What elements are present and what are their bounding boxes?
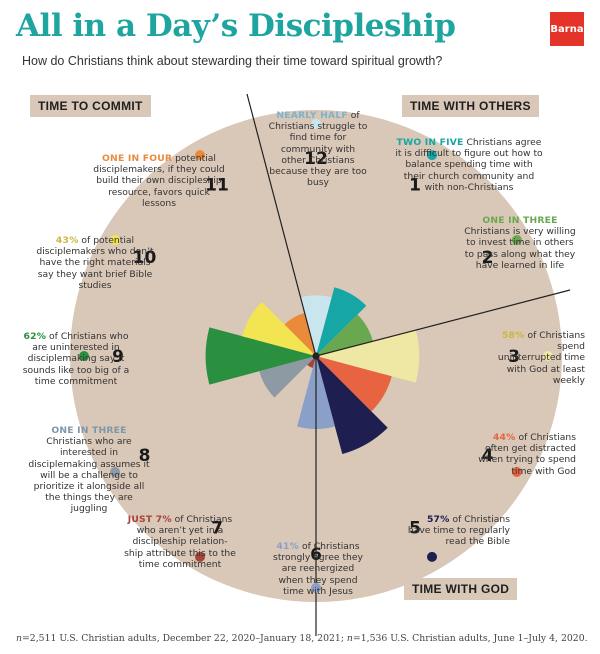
hour-numeral-6: 6 bbox=[310, 545, 322, 565]
footnote: n=2,511 U.S. Christian adults, December … bbox=[16, 633, 588, 644]
hour-dot-8 bbox=[110, 467, 121, 477]
wedge-10 bbox=[242, 301, 316, 356]
wedge-12 bbox=[300, 295, 332, 356]
wedge-1 bbox=[316, 287, 367, 356]
wedge-8 bbox=[259, 356, 316, 398]
hour-numeral-12: 12 bbox=[304, 149, 328, 169]
annotation-12: NEARLY HALF of Christians struggle to fi… bbox=[268, 110, 368, 189]
hour-dot-5 bbox=[427, 551, 437, 562]
section-time-with-god: TIME WITH GOD bbox=[404, 578, 518, 600]
hour-numeral-11: 11 bbox=[205, 176, 229, 196]
hour-numeral-1: 1 bbox=[409, 176, 421, 196]
wedge-11 bbox=[284, 313, 316, 356]
annotation-9: 62% of Christians who are uninterested i… bbox=[22, 331, 130, 387]
barna-logo: Barna bbox=[550, 12, 584, 46]
divider-others-god bbox=[315, 289, 571, 357]
hour-dot-6 bbox=[311, 583, 321, 593]
hour-dot-2 bbox=[511, 235, 522, 245]
clock-hub bbox=[312, 352, 320, 360]
annotation-1: TWO IN FIVE Christians agree it is diffi… bbox=[395, 137, 543, 193]
hour-numeral-5: 5 bbox=[409, 519, 421, 539]
hour-numeral-8: 8 bbox=[139, 446, 151, 466]
hour-dot-1 bbox=[427, 150, 437, 161]
section-time-with-others: TIME WITH OTHERS bbox=[402, 95, 539, 117]
wedge-9 bbox=[205, 327, 316, 385]
hour-numeral-9: 9 bbox=[112, 347, 124, 367]
wedge-3 bbox=[316, 329, 420, 383]
wedge-7 bbox=[307, 356, 316, 368]
annotation-11: ONE IN FOUR potential disciplemakers, if… bbox=[93, 153, 225, 209]
page-title: All in a Day’s Discipleship bbox=[16, 8, 456, 44]
hour-dot-10 bbox=[110, 235, 121, 245]
hour-numeral-3: 3 bbox=[508, 347, 520, 367]
divider-commit-others bbox=[246, 93, 317, 357]
hour-dot-4 bbox=[511, 467, 522, 477]
annotation-3: 58% of Christians spend uninterrupted ti… bbox=[497, 330, 585, 386]
hour-dot-7 bbox=[195, 551, 205, 562]
wedge-2 bbox=[316, 314, 373, 356]
hour-dot-9 bbox=[79, 351, 89, 361]
annotation-8: ONE IN THREE Christians who are interest… bbox=[28, 425, 150, 515]
hour-numeral-10: 10 bbox=[133, 248, 157, 268]
wedge-4 bbox=[316, 356, 392, 412]
section-time-to-commit: TIME TO COMMIT bbox=[30, 95, 151, 117]
hour-numeral-7: 7 bbox=[211, 519, 223, 539]
annotation-7: JUST 7% of Christians who aren’t yet in … bbox=[124, 514, 236, 570]
hour-dot-3 bbox=[543, 351, 553, 361]
annotation-2: ONE IN THREE Christians is very willing … bbox=[464, 215, 576, 271]
hour-numeral-4: 4 bbox=[482, 446, 494, 466]
annotation-6: 41% of Christians strongly agree they ar… bbox=[273, 541, 363, 597]
hour-dot-11 bbox=[195, 150, 205, 161]
hour-numeral-2: 2 bbox=[482, 248, 494, 268]
wedge-5 bbox=[316, 356, 388, 454]
hour-dot-12 bbox=[311, 119, 321, 129]
annotation-5: 57% of Christians have time to regularly… bbox=[407, 514, 510, 548]
subtitle: How do Christians think about stewarding… bbox=[22, 54, 443, 68]
annotation-4: 44% of Christians often get distracted w… bbox=[478, 432, 576, 477]
annotation-10: 43% of potential disciplemakers who don’… bbox=[36, 235, 154, 291]
